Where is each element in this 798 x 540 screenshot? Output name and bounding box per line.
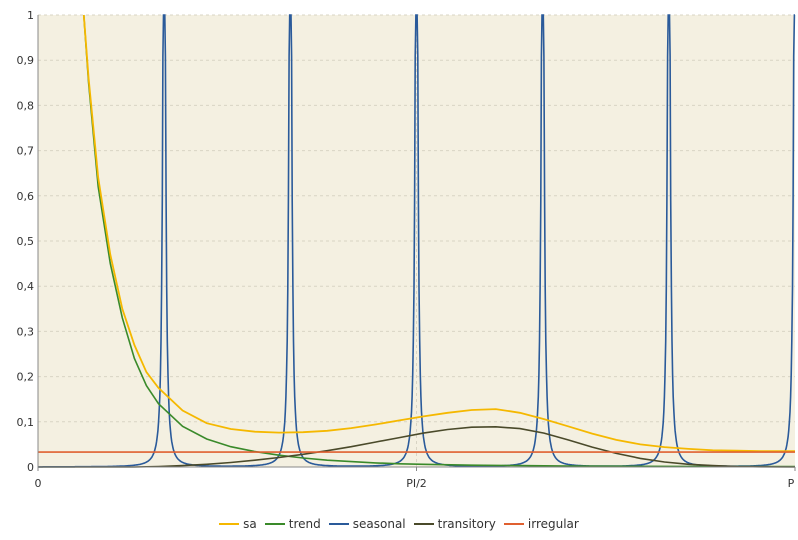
legend-swatch-irregular xyxy=(503,523,524,525)
x-tick-label: 0 xyxy=(35,477,42,490)
legend-label-transitory: transitory xyxy=(437,517,496,531)
series-line-transitory xyxy=(38,425,796,468)
tick-labels: 0 0,1 0,2 0,3 0,4 0,5 0,6 0,7 0,8 0,9 1 0 PI/2 P xyxy=(17,9,796,490)
series-line-sa xyxy=(82,14,795,453)
y-tick-label: 0,6 xyxy=(17,190,35,203)
legend-label-trend: trend xyxy=(288,517,321,531)
legend-swatch-trend xyxy=(264,523,285,525)
y-tick-label: 0,9 xyxy=(17,54,35,67)
legend: sa trend seasonal transitory irregular xyxy=(0,515,798,533)
x-tick-label: P xyxy=(788,477,795,490)
x-tick-label: PI/2 xyxy=(406,477,427,490)
legend-item-seasonal[interactable]: seasonal xyxy=(328,517,406,531)
legend-label-irregular: irregular xyxy=(527,517,579,531)
y-tick-label: 0 xyxy=(27,461,34,474)
legend-item-irregular[interactable]: irregular xyxy=(503,517,579,531)
y-tick-label: 0,7 xyxy=(17,145,35,158)
series-layer xyxy=(38,14,796,468)
y-tick-label: 0,2 xyxy=(17,371,35,384)
legend-item-trend[interactable]: trend xyxy=(264,517,321,531)
y-tick-label: 0,5 xyxy=(17,235,35,248)
series-line-seasonal xyxy=(38,14,796,468)
series-line-trend xyxy=(83,14,795,468)
y-tick-label: 1 xyxy=(27,9,34,22)
legend-label-sa: sa xyxy=(243,517,257,531)
legend-swatch-sa xyxy=(219,523,240,525)
y-tick-label: 0,8 xyxy=(17,99,35,112)
legend-swatch-transitory xyxy=(413,523,434,525)
y-tick-label: 0,4 xyxy=(17,280,35,293)
legend-swatch-seasonal xyxy=(328,523,349,525)
y-tick-label: 0,1 xyxy=(17,416,35,429)
legend-item-transitory[interactable]: transitory xyxy=(413,517,496,531)
legend-label-seasonal: seasonal xyxy=(352,517,406,531)
y-tick-label: 0,3 xyxy=(17,325,35,338)
legend-item-sa[interactable]: sa xyxy=(219,517,257,531)
